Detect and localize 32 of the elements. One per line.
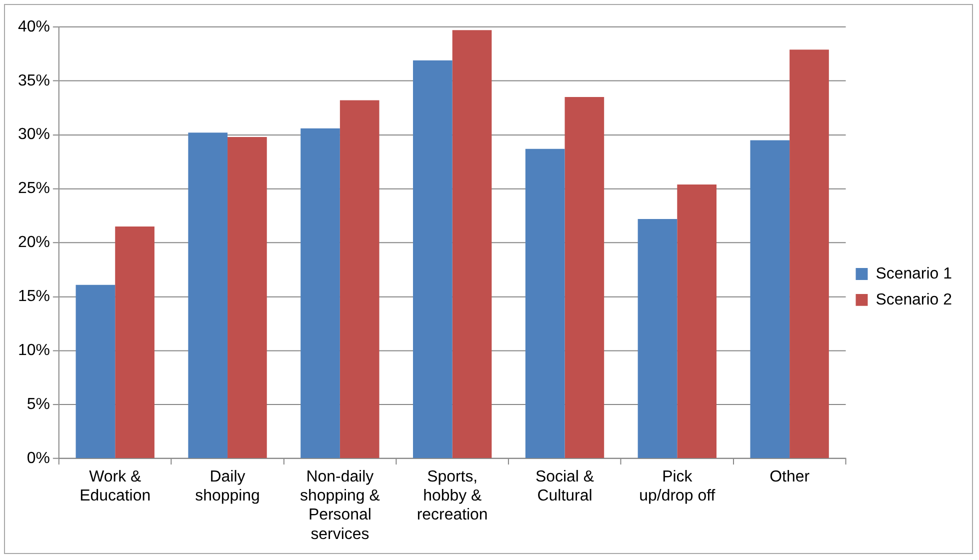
bar <box>564 97 604 458</box>
x-tick-label: Pick up/drop off <box>639 468 716 505</box>
x-tick-label: Non-daily shopping & Personal services <box>300 468 380 543</box>
legend-label: Scenario 2 <box>876 291 952 308</box>
bar <box>188 132 228 458</box>
bar <box>300 128 340 458</box>
y-tick-label: 35% <box>18 72 50 90</box>
legend-label: Scenario 1 <box>876 265 952 282</box>
x-tick-label: Work & Education <box>80 468 151 505</box>
bar <box>452 30 492 458</box>
bar <box>76 284 116 458</box>
bar <box>115 226 154 458</box>
y-tick-label: 25% <box>18 180 50 198</box>
bar <box>413 60 452 458</box>
y-tick-label: 20% <box>18 234 50 252</box>
bar <box>750 140 790 458</box>
x-tick-label: Other <box>770 468 810 486</box>
y-tick-label: 5% <box>26 396 50 413</box>
bar <box>677 184 716 458</box>
y-tick-label: 10% <box>18 342 50 360</box>
bar <box>525 148 565 458</box>
bar <box>340 100 380 458</box>
x-tick-label: Social & Cultural <box>535 468 594 505</box>
bar <box>790 50 829 458</box>
x-tick-label: Sports, hobby & recreation <box>416 468 488 524</box>
bar <box>228 136 267 458</box>
bar <box>638 218 678 458</box>
y-tick-label: 40% <box>18 18 50 36</box>
y-tick-label: 0% <box>26 450 50 467</box>
x-tick-label: Daily shopping <box>195 468 260 505</box>
y-tick-label: 30% <box>18 126 50 144</box>
y-tick-label: 15% <box>18 288 50 306</box>
